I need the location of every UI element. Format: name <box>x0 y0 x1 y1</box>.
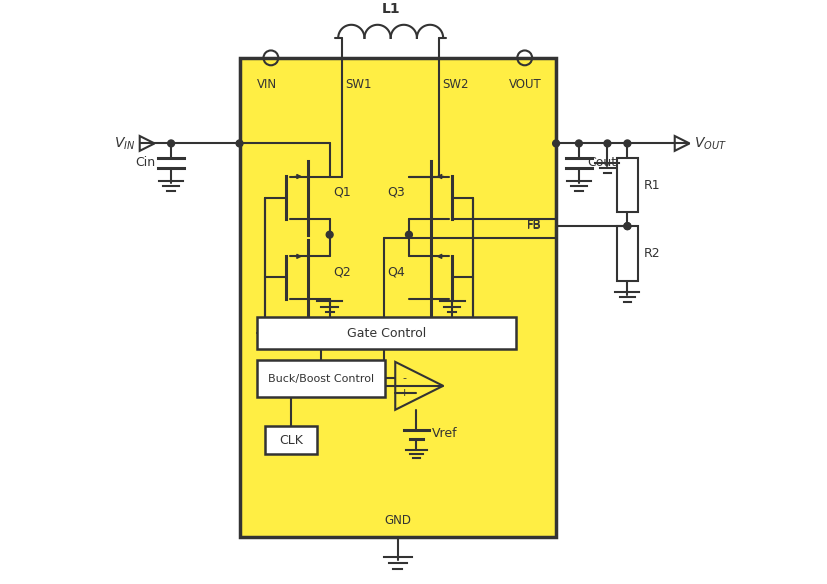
Bar <box>617 158 638 213</box>
Text: $V_{IN}$: $V_{IN}$ <box>114 135 135 152</box>
Circle shape <box>168 140 174 147</box>
Text: Q2: Q2 <box>333 265 351 278</box>
Text: Q3: Q3 <box>387 185 405 199</box>
Text: Gate Control: Gate Control <box>347 326 426 339</box>
Circle shape <box>624 223 631 230</box>
Text: R1: R1 <box>643 179 660 192</box>
Text: Q4: Q4 <box>387 265 405 278</box>
Bar <box>617 226 638 281</box>
Text: VIN: VIN <box>256 78 277 91</box>
Bar <box>240 58 556 537</box>
Text: CLK: CLK <box>279 433 303 447</box>
Text: VOUT: VOUT <box>509 78 542 91</box>
Circle shape <box>405 231 413 238</box>
Text: Vref: Vref <box>433 427 458 440</box>
Text: SW2: SW2 <box>442 78 469 91</box>
Text: GND: GND <box>385 514 411 527</box>
Text: -: - <box>403 373 407 384</box>
Text: +: + <box>400 388 409 398</box>
Text: Q1: Q1 <box>333 185 351 199</box>
Bar <box>256 317 516 349</box>
Circle shape <box>604 140 611 147</box>
Text: R2: R2 <box>643 247 660 260</box>
Text: SW1: SW1 <box>345 78 371 91</box>
Circle shape <box>624 223 631 230</box>
Circle shape <box>326 231 333 238</box>
Circle shape <box>624 140 631 147</box>
Bar <box>256 360 385 397</box>
Circle shape <box>576 140 582 147</box>
Bar <box>265 426 317 454</box>
Circle shape <box>237 140 243 147</box>
Text: FB: FB <box>527 219 542 232</box>
Text: Buck/Boost Control: Buck/Boost Control <box>268 374 374 384</box>
Text: Cout: Cout <box>587 157 617 169</box>
Text: FB: FB <box>527 218 542 231</box>
Circle shape <box>552 140 560 147</box>
Text: $V_{OUT}$: $V_{OUT}$ <box>694 135 727 152</box>
Text: Cin: Cin <box>135 157 155 169</box>
Text: L1: L1 <box>381 2 400 16</box>
